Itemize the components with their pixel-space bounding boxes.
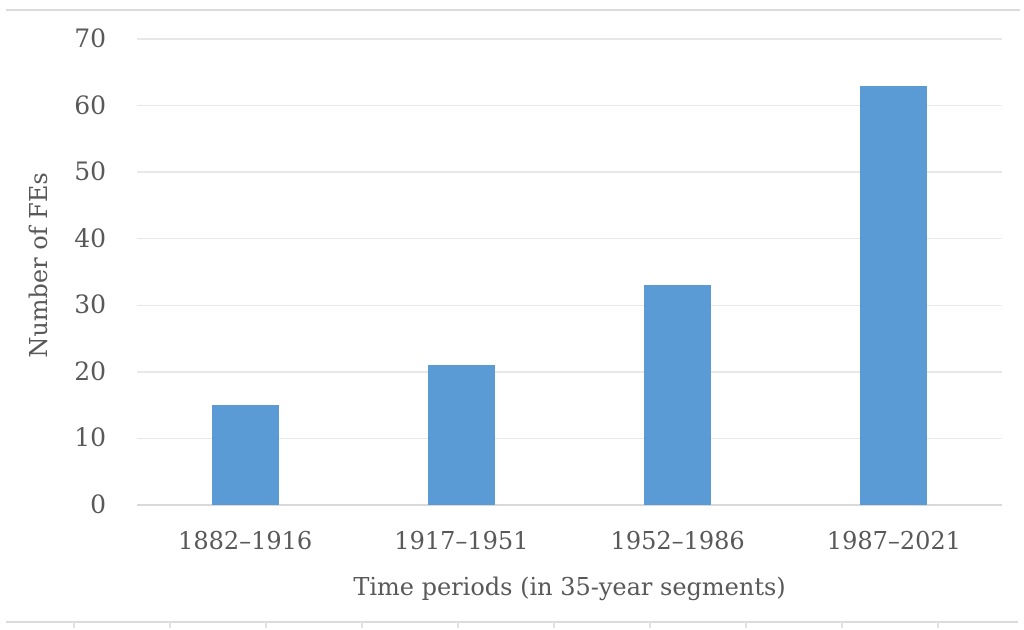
table-column-tick	[649, 622, 651, 628]
gridline	[137, 171, 1002, 173]
page-top-rule	[6, 9, 1020, 11]
bar-1882-1916	[211, 405, 279, 505]
y-axis-tick-label: 60	[74, 90, 106, 120]
y-axis-tick-label: 20	[74, 356, 106, 386]
x-axis-category-label: 1882–1916	[178, 527, 313, 555]
y-axis-tick-label: 0	[90, 490, 106, 519]
x-axis-title: Time periods (in 35-year segments)	[353, 573, 786, 601]
table-column-tick	[169, 622, 171, 628]
table-column-tick	[73, 622, 75, 628]
gridline	[137, 371, 1002, 373]
y-axis-title: Number of FEs	[25, 172, 53, 358]
gridline	[137, 38, 1002, 40]
x-axis-category-label: 1917–1951	[394, 527, 529, 555]
y-axis-tick-label: 10	[74, 423, 106, 453]
gridline	[137, 237, 1002, 240]
table-column-tick	[841, 622, 843, 628]
table-column-tick	[361, 622, 363, 628]
table-column-tick	[265, 622, 267, 628]
table-column-tick	[553, 622, 555, 628]
gridline	[137, 437, 1002, 440]
y-axis-tick-label: 40	[74, 223, 106, 253]
bar-1987-2021	[860, 85, 928, 505]
table-column-tick	[745, 622, 747, 628]
table-column-tick	[937, 622, 939, 628]
y-axis-tick-label: 50	[74, 157, 106, 187]
bar-1917-1951	[427, 365, 495, 505]
table-column-tick	[457, 622, 459, 628]
x-axis-category-label: 1952–1986	[610, 527, 745, 555]
gridline	[137, 304, 1002, 307]
bar-1952-1986	[644, 285, 712, 505]
gridline	[137, 104, 1002, 107]
x-axis-line	[137, 504, 1002, 506]
y-axis-tick-label: 30	[74, 290, 106, 320]
y-axis-tick-label: 70	[74, 24, 106, 53]
table-top-border	[6, 621, 1018, 623]
x-axis-category-label: 1987–2021	[826, 527, 961, 555]
